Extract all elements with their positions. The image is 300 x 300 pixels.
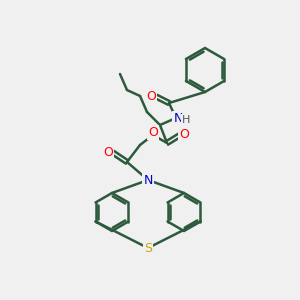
Text: O: O — [179, 128, 189, 142]
Text: O: O — [148, 125, 158, 139]
Text: O: O — [146, 89, 156, 103]
Text: N: N — [143, 173, 153, 187]
Text: H: H — [182, 115, 190, 125]
Text: O: O — [103, 146, 113, 158]
Text: S: S — [144, 242, 152, 254]
Text: N: N — [173, 112, 183, 124]
